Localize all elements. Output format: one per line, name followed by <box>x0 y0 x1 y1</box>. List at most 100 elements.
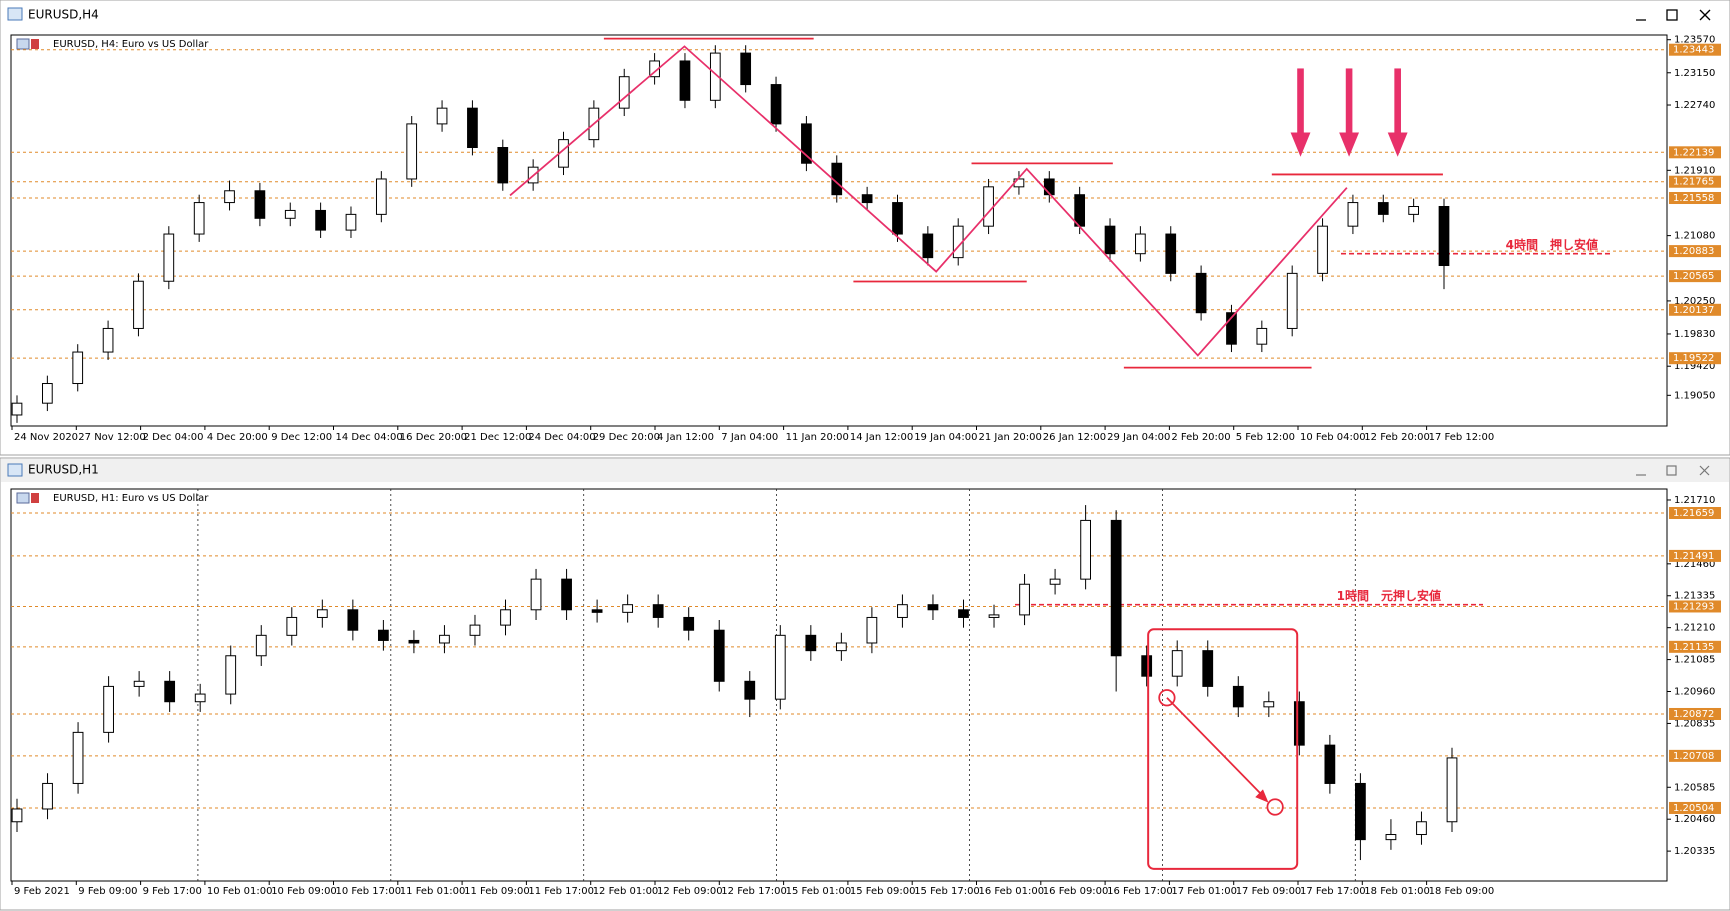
candle-body <box>1074 194 1086 227</box>
y-tick-label: 1.21085 <box>1674 655 1715 666</box>
candle-body <box>1416 821 1427 836</box>
x-tick-label: 12 Feb 09:00 <box>657 886 723 897</box>
candle-body <box>1347 202 1359 227</box>
chart-title: EURUSD, H4: Euro vs US Dollar <box>53 39 209 50</box>
candle-body <box>861 194 873 204</box>
candle-body <box>500 609 511 626</box>
candle-body <box>744 680 756 700</box>
window-controls[interactable] <box>1636 465 1710 476</box>
x-tick-label: 7 Jan 04:00 <box>721 432 778 443</box>
candle-body <box>770 84 782 125</box>
candle-body <box>709 52 721 101</box>
level-box <box>1669 245 1721 258</box>
level-label: 1.22139 <box>1673 147 1714 158</box>
level-box <box>1669 749 1721 762</box>
candle-body <box>1171 650 1183 677</box>
x-tick-label: 9 Dec 12:00 <box>271 432 332 443</box>
x-tick-label: 21 Dec 12:00 <box>464 432 531 443</box>
x-tick-label: 29 Jan 04:00 <box>1107 432 1170 443</box>
candle-body <box>72 351 84 385</box>
candle-body <box>375 178 387 215</box>
level-box <box>1669 640 1721 653</box>
annotation-text: 4時間 押し安値 <box>1506 237 1598 252</box>
level-label: 1.21491 <box>1673 551 1714 562</box>
x-tick-label: 9 Feb 17:00 <box>143 886 202 897</box>
x-tick-label: 27 Nov 12:00 <box>78 432 145 443</box>
candle-body <box>408 639 420 644</box>
y-tick-label: 1.23570 <box>1674 35 1715 46</box>
window-title: EURUSD,H1 <box>28 463 99 477</box>
x-tick-label: 15 Feb 09:00 <box>850 886 916 897</box>
candle-body <box>922 233 934 259</box>
x-tick-label: 15 Feb 01:00 <box>786 886 852 897</box>
x-tick-label: 10 Feb 04:00 <box>1300 432 1366 443</box>
candle-body <box>347 609 359 631</box>
y-tick-label: 1.19420 <box>1674 361 1715 372</box>
level-label: 1.20137 <box>1673 305 1714 316</box>
x-tick-label: 10 Feb 17:00 <box>336 886 402 897</box>
candle-body <box>345 213 357 231</box>
x-tick-label: 21 Jan 20:00 <box>979 432 1042 443</box>
candle-body <box>1286 272 1298 329</box>
candle-body <box>1317 225 1328 274</box>
candle-body <box>683 616 695 631</box>
y-tick-label: 1.19050 <box>1674 390 1715 401</box>
x-tick-label: 5 Feb 12:00 <box>1236 432 1295 443</box>
candle-body <box>436 107 448 125</box>
level-label: 1.23443 <box>1673 45 1714 56</box>
candle-body <box>1256 327 1268 345</box>
arrows <box>1290 68 1408 157</box>
candle-body <box>11 808 23 823</box>
level-label: 1.19522 <box>1673 353 1714 364</box>
candle-body <box>164 680 176 703</box>
candle-body <box>1226 312 1237 345</box>
level-box <box>1669 192 1721 205</box>
x-tick-label: 12 Feb 20:00 <box>1364 432 1430 443</box>
candle-body <box>1263 701 1275 708</box>
candle-body <box>1293 701 1305 746</box>
y-tick-label: 1.20585 <box>1674 782 1715 793</box>
candle-body <box>652 604 664 618</box>
x-tick-label: 15 Feb 17:00 <box>914 886 980 897</box>
y-tick-label: 1.21210 <box>1674 623 1715 634</box>
level-box <box>1669 303 1721 316</box>
candle-body <box>255 634 267 657</box>
candle-body <box>194 693 206 703</box>
window-controls[interactable] <box>1636 9 1711 21</box>
candle-body <box>133 280 144 329</box>
candle-body <box>224 190 235 204</box>
candle-body <box>11 402 23 416</box>
candle-body <box>1438 206 1450 267</box>
candle-body <box>1355 782 1366 841</box>
candle-body <box>254 190 266 219</box>
candle-body <box>377 629 389 641</box>
x-tick-label: 11 Feb 17:00 <box>528 886 594 897</box>
candle-body <box>927 604 939 611</box>
candle-body <box>439 634 450 644</box>
level-box <box>1669 600 1721 613</box>
candle-body <box>1377 202 1389 215</box>
candle-body <box>805 634 817 652</box>
candle-body <box>1165 233 1177 274</box>
x-tick-label: 16 Feb 09:00 <box>1043 886 1109 897</box>
candle-body <box>740 52 752 86</box>
x-tick-label: 11 Feb 01:00 <box>400 886 466 897</box>
swing-lines <box>603 37 1443 369</box>
x-tick-label: 18 Feb 09:00 <box>1429 886 1495 897</box>
arrow-head <box>1255 789 1269 803</box>
level-label: 1.20708 <box>1673 751 1714 762</box>
candle-body <box>618 76 630 109</box>
level-box <box>1669 801 1721 814</box>
candle-body <box>406 123 418 180</box>
candle-body <box>591 609 603 613</box>
candle-body <box>801 123 812 164</box>
candle-body <box>284 209 296 219</box>
annotation-text: 1時間 元押し安値 <box>1337 588 1441 603</box>
zigzag <box>509 45 1348 357</box>
y-tick-label: 1.21710 <box>1674 495 1715 506</box>
y-tick-label: 1.20835 <box>1674 718 1715 729</box>
x-tick-label: 16 Dec 20:00 <box>400 432 467 443</box>
x-tick-label: 10 Feb 09:00 <box>271 886 337 897</box>
x-tick-label: 9 Feb 09:00 <box>78 886 137 897</box>
candle-body <box>835 642 847 652</box>
